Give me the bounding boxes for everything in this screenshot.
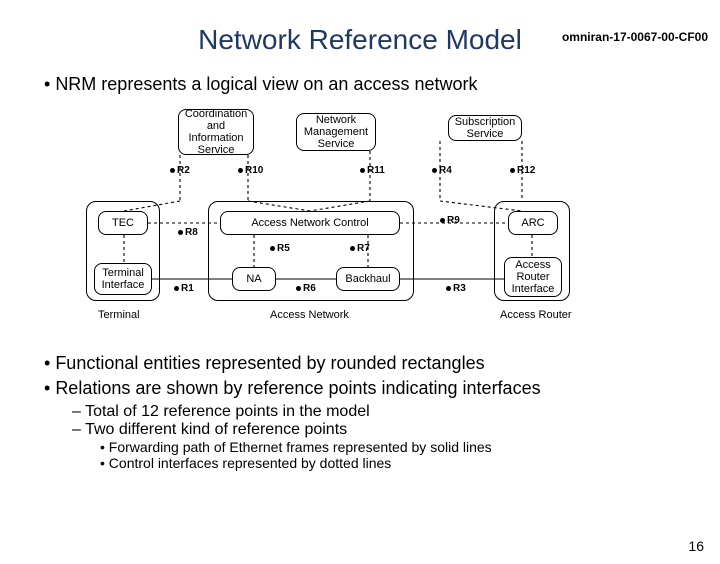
node-ari: Access Router Interface bbox=[504, 257, 562, 297]
nrm-diagram: Coordination and Information Service Netw… bbox=[80, 105, 640, 335]
refpoint-r6: R6 bbox=[296, 283, 316, 294]
node-na: NA bbox=[232, 267, 276, 291]
bullet-2: Functional entities represented by round… bbox=[44, 353, 688, 374]
bullet-3b: Two different kind of reference points bbox=[44, 421, 688, 439]
refpoint-r8: R8 bbox=[178, 227, 198, 238]
node-ss: Subscription Service bbox=[448, 115, 522, 141]
zone-label-terminal: Terminal bbox=[98, 309, 140, 321]
node-bh: Backhaul bbox=[336, 267, 400, 291]
page-number: 16 bbox=[688, 538, 704, 554]
bullet-3b2: Control interfaces represented by dotted… bbox=[44, 455, 688, 471]
node-arc: ARC bbox=[508, 211, 558, 235]
refpoint-r3: R3 bbox=[446, 283, 466, 294]
node-cis: Coordination and Information Service bbox=[178, 109, 254, 155]
bullet-block-top: NRM represents a logical view on an acce… bbox=[0, 74, 720, 95]
node-anc: Access Network Control bbox=[220, 211, 400, 235]
refpoint-r12: R12 bbox=[510, 165, 535, 176]
doc-id: omniran-17-0067-00-CF00 bbox=[562, 30, 708, 44]
refpoint-r7: R7 bbox=[350, 243, 370, 254]
refpoint-r1: R1 bbox=[174, 283, 194, 294]
refpoint-r10: R10 bbox=[238, 165, 263, 176]
zone-label-accessnet: Access Network bbox=[270, 309, 349, 321]
node-ti: Terminal Interface bbox=[94, 263, 152, 295]
refpoint-r11: R11 bbox=[360, 165, 385, 176]
bullet-1: NRM represents a logical view on an acce… bbox=[44, 74, 688, 95]
refpoint-r4: R4 bbox=[432, 165, 452, 176]
refpoint-r9: R9 bbox=[440, 215, 460, 226]
bullet-3b1: Forwarding path of Ethernet frames repre… bbox=[44, 439, 688, 455]
refpoint-r2: R2 bbox=[170, 165, 190, 176]
bullet-3a: Total of 12 reference points in the mode… bbox=[44, 403, 688, 421]
bullet-3: Relations are shown by reference points … bbox=[44, 378, 688, 399]
node-nms: Network Management Service bbox=[296, 113, 376, 151]
bullet-block-bottom: Functional entities represented by round… bbox=[0, 353, 720, 471]
node-tec: TEC bbox=[98, 211, 148, 235]
zone-label-accessrouter: Access Router bbox=[500, 309, 572, 321]
refpoint-r5: R5 bbox=[270, 243, 290, 254]
